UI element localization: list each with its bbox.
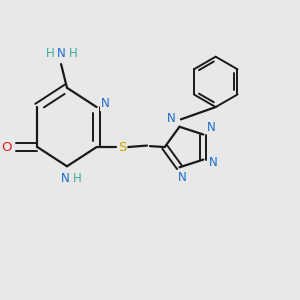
Text: O: O <box>2 140 12 154</box>
Text: H: H <box>68 47 77 60</box>
Text: N: N <box>178 171 187 184</box>
Text: N: N <box>167 112 176 125</box>
Text: N: N <box>61 172 70 184</box>
Text: S: S <box>118 140 127 154</box>
Text: N: N <box>208 156 217 169</box>
Text: N: N <box>207 122 216 134</box>
Text: N: N <box>100 97 109 110</box>
Text: H: H <box>46 47 55 60</box>
Text: N: N <box>57 47 66 60</box>
Text: H: H <box>72 172 81 184</box>
